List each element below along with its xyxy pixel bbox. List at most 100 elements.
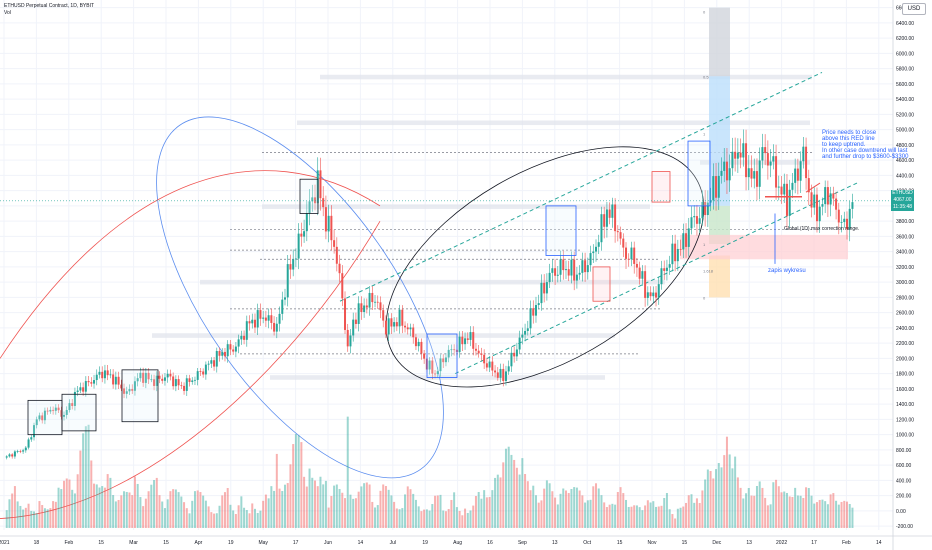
candle-body [638, 267, 641, 279]
volume-bar [314, 480, 317, 528]
candle-body [360, 303, 363, 313]
volume-bar [131, 495, 134, 528]
volume-bar [510, 454, 513, 528]
volume-bar [163, 508, 166, 528]
candle-body [300, 233, 303, 237]
volume-bar [747, 487, 750, 528]
volume-bar [698, 503, 701, 528]
candle-body [153, 379, 156, 386]
volume-bar [63, 480, 66, 528]
candle-body [848, 208, 851, 230]
volume-bar [799, 495, 802, 528]
volume-bar [701, 490, 704, 528]
candle-body [668, 264, 671, 268]
candle-body [513, 352, 516, 357]
y-tick-label: 5400.00 [896, 97, 914, 103]
volume-bar [191, 500, 194, 528]
volume-bar [382, 484, 385, 528]
candle-body [63, 414, 66, 417]
candle-body [188, 378, 191, 382]
volume-bar [335, 484, 338, 528]
volume-bar [567, 493, 570, 528]
volume-bar [682, 506, 685, 528]
currency-selector[interactable]: USD [902, 3, 926, 15]
candle-body [496, 372, 499, 378]
candle-body [319, 170, 322, 199]
volume-bar [251, 503, 254, 528]
pattern-box [27, 399, 63, 436]
candle-body [704, 202, 707, 216]
candle-body [13, 451, 16, 457]
candle-body [16, 451, 19, 452]
candle-body [780, 186, 783, 195]
volume-bar [589, 499, 592, 528]
volume-bar [483, 490, 486, 528]
pattern-box [687, 140, 711, 207]
candle-body [578, 272, 581, 275]
volume-bar [139, 497, 142, 528]
candle-body [845, 218, 848, 230]
candle-body [690, 217, 693, 229]
volume-bar [420, 511, 423, 528]
candle-body [84, 381, 87, 392]
volume-bar [106, 474, 109, 528]
candle-body [641, 271, 644, 279]
candle-body [630, 247, 633, 260]
candle-body [344, 298, 347, 330]
candle-body [480, 353, 483, 355]
candle-body [166, 373, 169, 378]
volume-bar [297, 435, 300, 528]
volume-bar [477, 492, 480, 528]
volume-bar [188, 513, 191, 528]
candle-body [90, 382, 93, 384]
x-tick-label: 15 [98, 540, 104, 546]
candle-body [125, 391, 128, 394]
volume-bar [657, 506, 660, 528]
volume-bar [183, 502, 186, 528]
volume-bar [101, 486, 104, 528]
volume-bar [581, 495, 584, 528]
volume-bar [193, 491, 196, 528]
note-annotation: Price needs to close above this RED line… [822, 130, 909, 160]
volume-bar [573, 487, 576, 528]
volume-bar [753, 495, 756, 528]
volume-bar [431, 504, 434, 528]
candle-body [840, 222, 843, 223]
candle-body [202, 371, 205, 375]
fib-zone-orange [709, 255, 730, 298]
volume-bar [668, 509, 671, 528]
volume-bar [38, 501, 41, 528]
fib-zone-top [709, 7, 730, 77]
volume-bar [775, 479, 778, 528]
volume-bar [393, 501, 396, 528]
volume-bar [532, 485, 535, 528]
x-tick-label: 15 [682, 540, 688, 546]
x-tick-label: 15 [163, 540, 169, 546]
y-tick-label: 3000.00 [896, 280, 914, 286]
candle-body [540, 282, 543, 304]
candle-body [76, 390, 79, 392]
candle-body [155, 375, 158, 386]
candle-body [832, 193, 835, 199]
y-tick-label: 2000.00 [896, 356, 914, 362]
candle-body [221, 351, 224, 356]
zapis-annotation: zapis wykresu [768, 268, 806, 274]
candle-body [218, 351, 221, 356]
volume-bar [283, 484, 286, 528]
volume-bar [395, 508, 398, 528]
candle-body [43, 410, 46, 421]
candle-body [270, 315, 273, 323]
volume-bar [303, 476, 306, 528]
volume-label: Vol [4, 10, 11, 16]
volume-bar [341, 492, 344, 528]
volume-bar [439, 494, 442, 528]
candle-body [191, 380, 194, 382]
candle-body [477, 350, 480, 354]
volume-bar [619, 487, 622, 528]
candle-body [807, 178, 810, 193]
volume-bar [706, 469, 709, 528]
volume-bar [845, 501, 848, 528]
candle-body [573, 259, 576, 281]
volume-bar [755, 486, 758, 528]
